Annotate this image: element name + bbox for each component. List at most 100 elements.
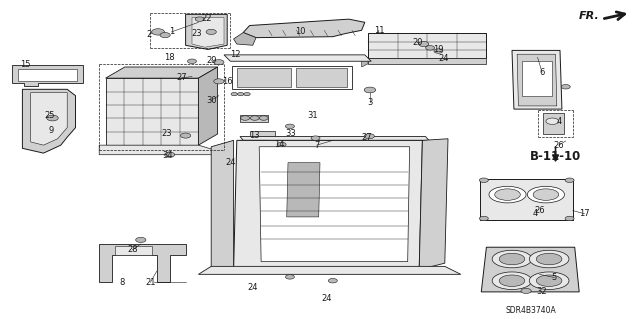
Circle shape: [214, 60, 224, 65]
Polygon shape: [287, 163, 320, 217]
Text: 25: 25: [44, 111, 54, 120]
Circle shape: [285, 275, 294, 279]
Circle shape: [188, 59, 196, 63]
Polygon shape: [362, 58, 368, 67]
Bar: [18, 69, 77, 81]
Text: 34: 34: [163, 151, 173, 160]
Polygon shape: [240, 115, 268, 122]
Text: 26: 26: [535, 206, 545, 215]
Circle shape: [241, 116, 250, 120]
Polygon shape: [198, 266, 461, 274]
Polygon shape: [192, 18, 224, 47]
Polygon shape: [234, 140, 422, 270]
Text: 4: 4: [532, 209, 538, 218]
Text: 6: 6: [540, 68, 545, 77]
Circle shape: [419, 41, 429, 47]
Polygon shape: [243, 19, 365, 38]
Circle shape: [231, 93, 237, 96]
Circle shape: [164, 152, 175, 157]
Polygon shape: [234, 33, 256, 45]
Text: 30: 30: [206, 96, 216, 105]
Polygon shape: [99, 145, 214, 155]
Polygon shape: [31, 93, 67, 145]
Polygon shape: [12, 65, 83, 86]
Text: 24: 24: [248, 283, 258, 292]
Circle shape: [521, 288, 531, 293]
Ellipse shape: [529, 250, 569, 268]
Text: 31: 31: [307, 111, 317, 120]
Ellipse shape: [495, 189, 520, 200]
Polygon shape: [106, 67, 218, 78]
Text: 23: 23: [192, 29, 202, 38]
Bar: [115, 246, 152, 255]
Ellipse shape: [492, 250, 532, 268]
Polygon shape: [211, 140, 234, 270]
Circle shape: [364, 134, 374, 139]
Text: 18: 18: [164, 53, 175, 62]
Polygon shape: [186, 14, 227, 49]
Circle shape: [561, 85, 570, 89]
Text: SDR4B3740A: SDR4B3740A: [506, 306, 557, 315]
Circle shape: [214, 79, 224, 84]
Text: B-11-10: B-11-10: [530, 150, 581, 163]
Text: 9: 9: [49, 126, 54, 135]
Polygon shape: [237, 140, 269, 195]
Circle shape: [195, 17, 204, 21]
Ellipse shape: [492, 272, 532, 290]
Text: 17: 17: [579, 209, 589, 218]
Polygon shape: [106, 78, 198, 145]
Text: 24: 24: [225, 158, 236, 167]
Text: 8: 8: [119, 278, 124, 287]
Text: 11: 11: [374, 26, 384, 35]
Circle shape: [244, 93, 250, 96]
Circle shape: [237, 93, 244, 96]
Polygon shape: [240, 137, 429, 140]
Text: 2: 2: [147, 30, 152, 39]
Text: 10: 10: [296, 27, 306, 36]
Polygon shape: [198, 67, 218, 145]
Circle shape: [180, 133, 191, 138]
Circle shape: [565, 178, 574, 182]
Text: 4: 4: [557, 117, 562, 126]
Ellipse shape: [527, 186, 564, 203]
Circle shape: [479, 178, 488, 182]
Circle shape: [328, 278, 337, 283]
Text: 21: 21: [145, 278, 156, 287]
Text: 15: 15: [20, 60, 31, 69]
Bar: [232, 66, 352, 89]
Polygon shape: [512, 50, 562, 109]
Polygon shape: [517, 54, 557, 106]
Circle shape: [152, 29, 164, 35]
Bar: [237, 68, 291, 87]
Circle shape: [277, 142, 286, 147]
Circle shape: [565, 216, 574, 221]
Text: 12: 12: [230, 50, 241, 59]
Polygon shape: [259, 147, 410, 262]
Text: FR.: FR.: [579, 11, 600, 21]
Ellipse shape: [536, 275, 562, 286]
Text: 13: 13: [249, 131, 259, 140]
Circle shape: [259, 116, 268, 120]
Text: 16: 16: [223, 77, 233, 86]
Polygon shape: [480, 179, 573, 220]
Text: 33: 33: [285, 129, 296, 138]
Polygon shape: [22, 89, 76, 153]
Text: 20: 20: [412, 38, 422, 47]
Polygon shape: [224, 55, 371, 61]
Text: 32: 32: [536, 287, 547, 296]
Polygon shape: [368, 33, 486, 58]
Text: 14: 14: [274, 140, 284, 149]
Text: 23: 23: [161, 130, 172, 138]
Text: 7: 7: [314, 141, 319, 150]
Text: 24: 24: [321, 294, 332, 303]
Circle shape: [426, 46, 435, 50]
Circle shape: [47, 115, 58, 121]
Text: 29: 29: [206, 56, 216, 65]
Polygon shape: [250, 131, 275, 137]
Polygon shape: [543, 113, 564, 134]
Circle shape: [160, 33, 170, 38]
Ellipse shape: [536, 253, 562, 265]
Text: 22: 22: [202, 14, 212, 23]
Circle shape: [250, 116, 259, 120]
Ellipse shape: [529, 272, 569, 290]
